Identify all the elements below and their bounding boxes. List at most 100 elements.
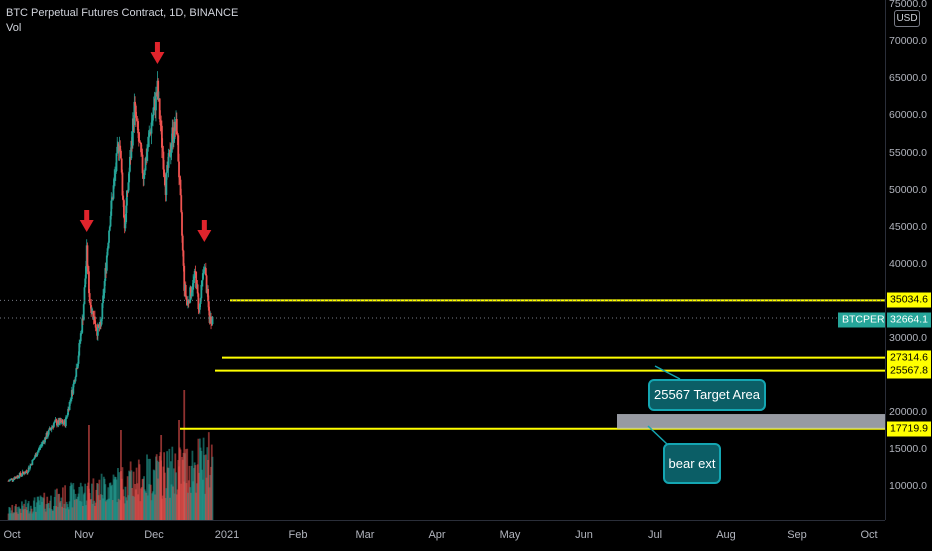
candle-body <box>76 363 79 369</box>
candle-body <box>107 242 110 249</box>
time-tick-label: 2021 <box>214 529 240 541</box>
candle-body <box>163 174 166 186</box>
candle-body <box>184 285 187 297</box>
candle-body <box>147 137 150 147</box>
volume-spike <box>178 420 180 520</box>
candle-body <box>178 161 180 178</box>
time-axis[interactable]: Oct Nov Dec 2021 Feb Mar Apr May Jun Jul Aug Sep Oct <box>0 520 885 551</box>
candle-body <box>65 416 68 418</box>
candle-body <box>196 284 199 294</box>
candle-body <box>203 269 206 272</box>
candle-body <box>120 150 122 159</box>
candle-body <box>116 146 119 154</box>
volume-spike <box>120 430 122 520</box>
candle-body <box>77 355 80 364</box>
candle-body <box>32 458 35 460</box>
candle-body <box>24 473 26 475</box>
price-chart[interactable] <box>0 0 885 520</box>
candle-body <box>201 273 204 281</box>
candle-body <box>61 422 64 424</box>
candle-body <box>210 323 213 325</box>
down-arrow-icon <box>197 230 212 242</box>
price-tick-label: 60000.0 <box>889 109 927 122</box>
candle-body <box>75 368 78 377</box>
candle-body <box>36 451 39 455</box>
candle-body <box>66 414 69 417</box>
volume-indicator-label[interactable]: Vol <box>6 22 22 34</box>
candle-body <box>159 119 162 126</box>
candle-body <box>92 310 95 320</box>
candle-body <box>21 474 23 476</box>
volume-bar <box>43 492 46 520</box>
candle-body <box>108 230 110 243</box>
candle-body <box>152 115 154 121</box>
volume-bar <box>163 472 166 520</box>
candle-body <box>182 250 185 266</box>
candle-body <box>73 380 75 385</box>
time-tick-label: Sep <box>787 529 807 541</box>
bear-ext-zone <box>617 414 885 429</box>
price-axis[interactable]: USD 10000.015000.020000.025000.030000.03… <box>885 0 932 520</box>
candle-body <box>99 321 102 329</box>
candle-body <box>193 278 195 280</box>
candle-body <box>127 182 130 192</box>
price-tick-label: 75000.0 <box>889 0 927 11</box>
volume-bar <box>171 446 174 520</box>
candle-body <box>158 98 161 120</box>
candle-body <box>47 434 49 437</box>
candle-body <box>137 121 139 134</box>
candle-body <box>85 266 87 279</box>
candle-body <box>181 235 184 251</box>
candle-body <box>70 398 72 401</box>
time-tick-label: Nov <box>74 529 94 541</box>
candle-body <box>122 195 125 201</box>
candle-body <box>128 156 131 172</box>
candle-body <box>134 101 136 106</box>
volume-bar <box>203 455 206 520</box>
candle-body <box>27 467 30 472</box>
candle-body <box>47 429 50 435</box>
current-price-tag: 32664.1 <box>887 312 931 328</box>
candle-body <box>89 302 92 306</box>
candle-body <box>190 292 193 297</box>
down-arrow-shaft <box>84 210 90 222</box>
volume-bar <box>211 456 214 520</box>
candle-body <box>144 158 147 171</box>
candle-body <box>143 175 145 179</box>
candle-body <box>100 319 103 325</box>
candle-body <box>133 101 136 126</box>
time-tick-label: Oct <box>860 529 878 541</box>
level-price-tag: 35034.6 <box>887 292 931 308</box>
chart-area[interactable]: BTC Perpetual Futures Contract, 1D, BINA… <box>0 0 896 520</box>
price-tick-label: 15000.0 <box>889 442 927 455</box>
volume-bar <box>115 479 118 520</box>
currency-button[interactable]: USD <box>894 10 920 27</box>
candle-body <box>88 271 90 294</box>
candle-body <box>175 119 178 135</box>
candle-body <box>26 471 29 473</box>
candle-body <box>64 417 67 427</box>
volume-bar <box>138 464 141 520</box>
candle-body <box>191 289 194 293</box>
volume-bar <box>132 471 135 520</box>
candle-body <box>69 400 72 402</box>
candle-body <box>190 287 192 297</box>
candle-body <box>120 158 123 173</box>
volume-bar <box>27 501 30 520</box>
price-tick-label: 30000.0 <box>889 331 927 344</box>
price-tick-label: 50000.0 <box>889 183 927 196</box>
candle-body <box>97 324 100 327</box>
target-area-callout[interactable]: 25567 Target Area <box>648 379 766 411</box>
candle-body <box>115 153 118 172</box>
candle-body <box>211 316 214 325</box>
candle-body <box>40 444 43 447</box>
bear-ext-callout[interactable]: bear ext <box>663 443 721 484</box>
candle-body <box>205 275 208 293</box>
candle-body <box>172 127 174 142</box>
candle-body <box>123 200 125 218</box>
candle-body <box>207 301 210 311</box>
candle-body <box>38 447 41 449</box>
candle-body <box>68 401 71 411</box>
candle-body <box>18 473 21 478</box>
candle-body <box>177 135 180 162</box>
